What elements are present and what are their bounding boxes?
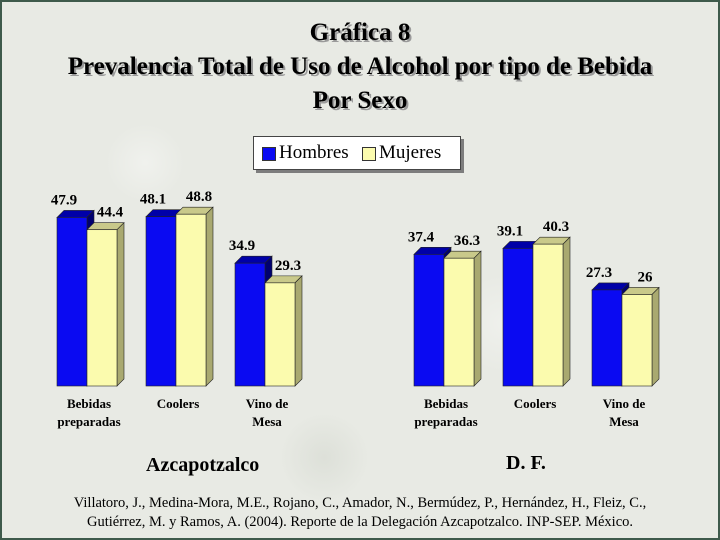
category-label-df-0-0: Bebidas bbox=[424, 396, 468, 411]
bar-azc-hombres-2 bbox=[234, 262, 266, 387]
chart-title-line-3: Por Sexo bbox=[312, 87, 408, 114]
data-label-azc-mujeres-0: 44.4 bbox=[97, 205, 124, 221]
category-label-df-2-1: Mesa bbox=[609, 414, 639, 429]
group-label-azcapotzalco: Azcapotzalco bbox=[146, 454, 260, 476]
category-label-df-0-1: preparadas bbox=[414, 414, 477, 429]
bar-side-azc-mujeres-1 bbox=[205, 206, 214, 387]
bar-azc-mujeres-0 bbox=[86, 229, 118, 387]
bar-df-hombres-2 bbox=[591, 289, 623, 387]
legend-label-mujeres: Mujeres bbox=[379, 142, 442, 163]
bar-df-hombres-1 bbox=[502, 248, 534, 387]
data-label-df-mujeres-2: 26 bbox=[638, 269, 654, 285]
category-label-azc-2-1: Mesa bbox=[252, 414, 282, 429]
data-label-df-hombres-2: 27.3 bbox=[586, 265, 612, 281]
data-label-azc-mujeres-1: 48.8 bbox=[186, 189, 212, 205]
bar-side-df-mujeres-1 bbox=[562, 236, 571, 387]
bar-df-mujeres-0 bbox=[443, 257, 475, 387]
data-label-df-mujeres-0: 36.3 bbox=[454, 233, 480, 249]
group-label-df: D. F. bbox=[506, 452, 546, 474]
category-label-azc-0-1: preparadas bbox=[57, 414, 120, 429]
category-label-azc-0-0: Bebidas bbox=[67, 396, 111, 411]
data-label-azc-hombres-0: 47.9 bbox=[51, 192, 77, 208]
chart-title-line-1: Gráfica 8 bbox=[309, 19, 411, 46]
citation: Villatoro, J., Medina-Mora, M.E., Rojano… bbox=[0, 494, 720, 532]
category-label-azc-2-0: Vino de bbox=[246, 396, 289, 411]
bar-azc-mujeres-1 bbox=[175, 213, 207, 387]
bar-side-azc-mujeres-2 bbox=[294, 275, 303, 387]
legend-swatch-hombres bbox=[262, 147, 276, 161]
legend-label-hombres: Hombres bbox=[279, 142, 349, 163]
data-label-df-hombres-1: 39.1 bbox=[497, 223, 523, 239]
bar-azc-hombres-1 bbox=[145, 216, 177, 387]
bar-azc-hombres-0 bbox=[56, 217, 88, 387]
bar-df-mujeres-2 bbox=[621, 294, 653, 387]
data-label-azc-hombres-1: 48.1 bbox=[140, 192, 166, 208]
category-label-df-2-0: Vino de bbox=[603, 396, 646, 411]
data-label-df-hombres-0: 37.4 bbox=[408, 229, 435, 245]
bar-df-hombres-0 bbox=[413, 254, 445, 387]
category-label-azc-1-0: Coolers bbox=[157, 396, 200, 411]
data-label-azc-hombres-2: 34.9 bbox=[229, 238, 255, 254]
category-label-df-1-0: Coolers bbox=[514, 396, 557, 411]
citation-line-2: Gutiérrez, M. y Ramos, A. (2004). Report… bbox=[86, 514, 634, 530]
chart-legend: Hombres Mujeres bbox=[253, 136, 461, 170]
citation-line-1: Villatoro, J., Medina-Mora, M.E., Rojano… bbox=[73, 495, 647, 511]
bar-side-df-mujeres-0 bbox=[473, 250, 482, 387]
bar-side-df-mujeres-2 bbox=[651, 286, 660, 387]
bar-azc-mujeres-2 bbox=[264, 282, 296, 387]
data-label-azc-mujeres-2: 29.3 bbox=[275, 258, 301, 274]
bar-df-mujeres-1 bbox=[532, 243, 564, 387]
data-label-df-mujeres-1: 40.3 bbox=[543, 219, 569, 235]
chart-title-line-2: Prevalencia Total de Uso de Alcohol por … bbox=[67, 53, 653, 80]
legend-swatch-mujeres bbox=[362, 147, 376, 161]
bar-side-azc-mujeres-0 bbox=[116, 221, 125, 387]
